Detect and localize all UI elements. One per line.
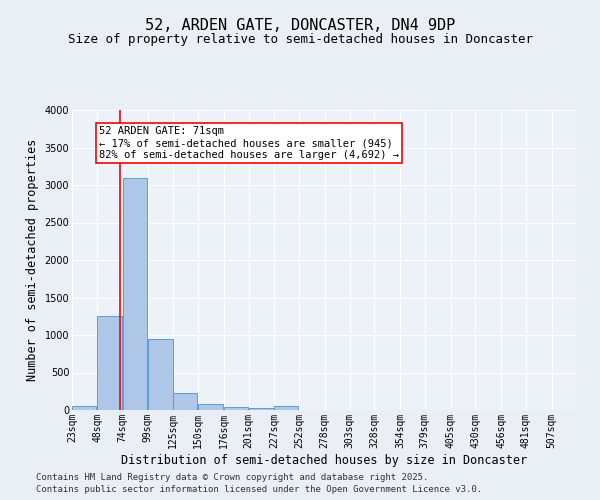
Text: 52 ARDEN GATE: 71sqm
← 17% of semi-detached houses are smaller (945)
82% of semi: 52 ARDEN GATE: 71sqm ← 17% of semi-detac… — [99, 126, 399, 160]
Bar — [123, 178, 147, 410]
Bar — [224, 406, 248, 410]
Bar — [248, 408, 274, 410]
Text: Contains public sector information licensed under the Open Government Licence v3: Contains public sector information licen… — [36, 485, 482, 494]
Bar — [72, 406, 97, 410]
Bar — [198, 404, 223, 410]
Text: 52, ARDEN GATE, DONCASTER, DN4 9DP: 52, ARDEN GATE, DONCASTER, DN4 9DP — [145, 18, 455, 32]
Y-axis label: Number of semi-detached properties: Number of semi-detached properties — [26, 139, 39, 381]
Text: Size of property relative to semi-detached houses in Doncaster: Size of property relative to semi-detach… — [67, 32, 533, 46]
X-axis label: Distribution of semi-detached houses by size in Doncaster: Distribution of semi-detached houses by … — [121, 454, 527, 466]
Bar — [97, 316, 122, 410]
Bar — [148, 339, 173, 410]
Bar — [274, 406, 298, 410]
Bar — [173, 393, 197, 410]
Text: Contains HM Land Registry data © Crown copyright and database right 2025.: Contains HM Land Registry data © Crown c… — [36, 472, 428, 482]
